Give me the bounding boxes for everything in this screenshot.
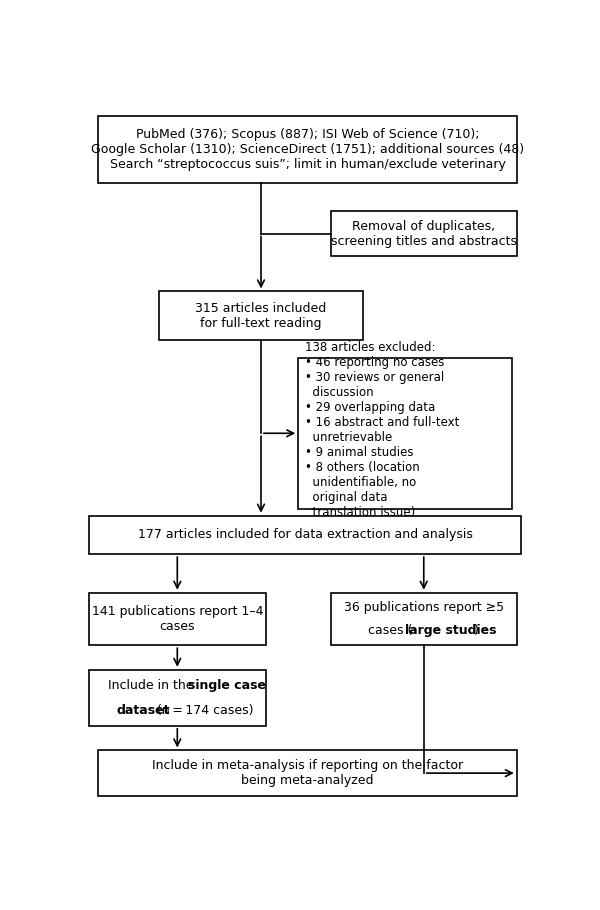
Text: cases (: cases ( <box>368 623 412 637</box>
Bar <box>331 592 517 645</box>
Text: Removal of duplicates,
screening titles and abstracts: Removal of duplicates, screening titles … <box>331 219 517 248</box>
Text: 36 publications report ≥5: 36 publications report ≥5 <box>344 602 504 614</box>
Text: ): ) <box>475 623 479 637</box>
Bar <box>89 670 266 726</box>
Text: single case: single case <box>188 679 266 692</box>
Bar <box>331 211 517 257</box>
Text: 138 articles excluded:
• 46 reporting no cases
• 30 reviews or general
  discuss: 138 articles excluded: • 46 reporting no… <box>305 340 460 519</box>
Bar <box>89 516 521 554</box>
Bar <box>98 751 517 796</box>
Text: 141 publications report 1–4
cases: 141 publications report 1–4 cases <box>92 605 263 633</box>
Text: large studies: large studies <box>405 623 497 637</box>
Bar <box>89 592 266 645</box>
Text: (n = 174 cases): (n = 174 cases) <box>154 704 254 717</box>
Text: Include in meta-analysis if reporting on the factor
being meta-analyzed: Include in meta-analysis if reporting on… <box>152 759 463 787</box>
Text: Include in the: Include in the <box>108 679 197 692</box>
Bar <box>158 291 363 340</box>
Text: dataset: dataset <box>116 704 170 717</box>
Text: 177 articles included for data extraction and analysis: 177 articles included for data extractio… <box>138 529 473 541</box>
Text: 315 articles included
for full-text reading: 315 articles included for full-text read… <box>196 302 326 330</box>
Text: PubMed (376); Scopus (887); ISI Web of Science (710);
Google Scholar (1310); Sci: PubMed (376); Scopus (887); ISI Web of S… <box>91 128 524 171</box>
Bar <box>98 116 517 183</box>
Bar <box>298 358 512 509</box>
